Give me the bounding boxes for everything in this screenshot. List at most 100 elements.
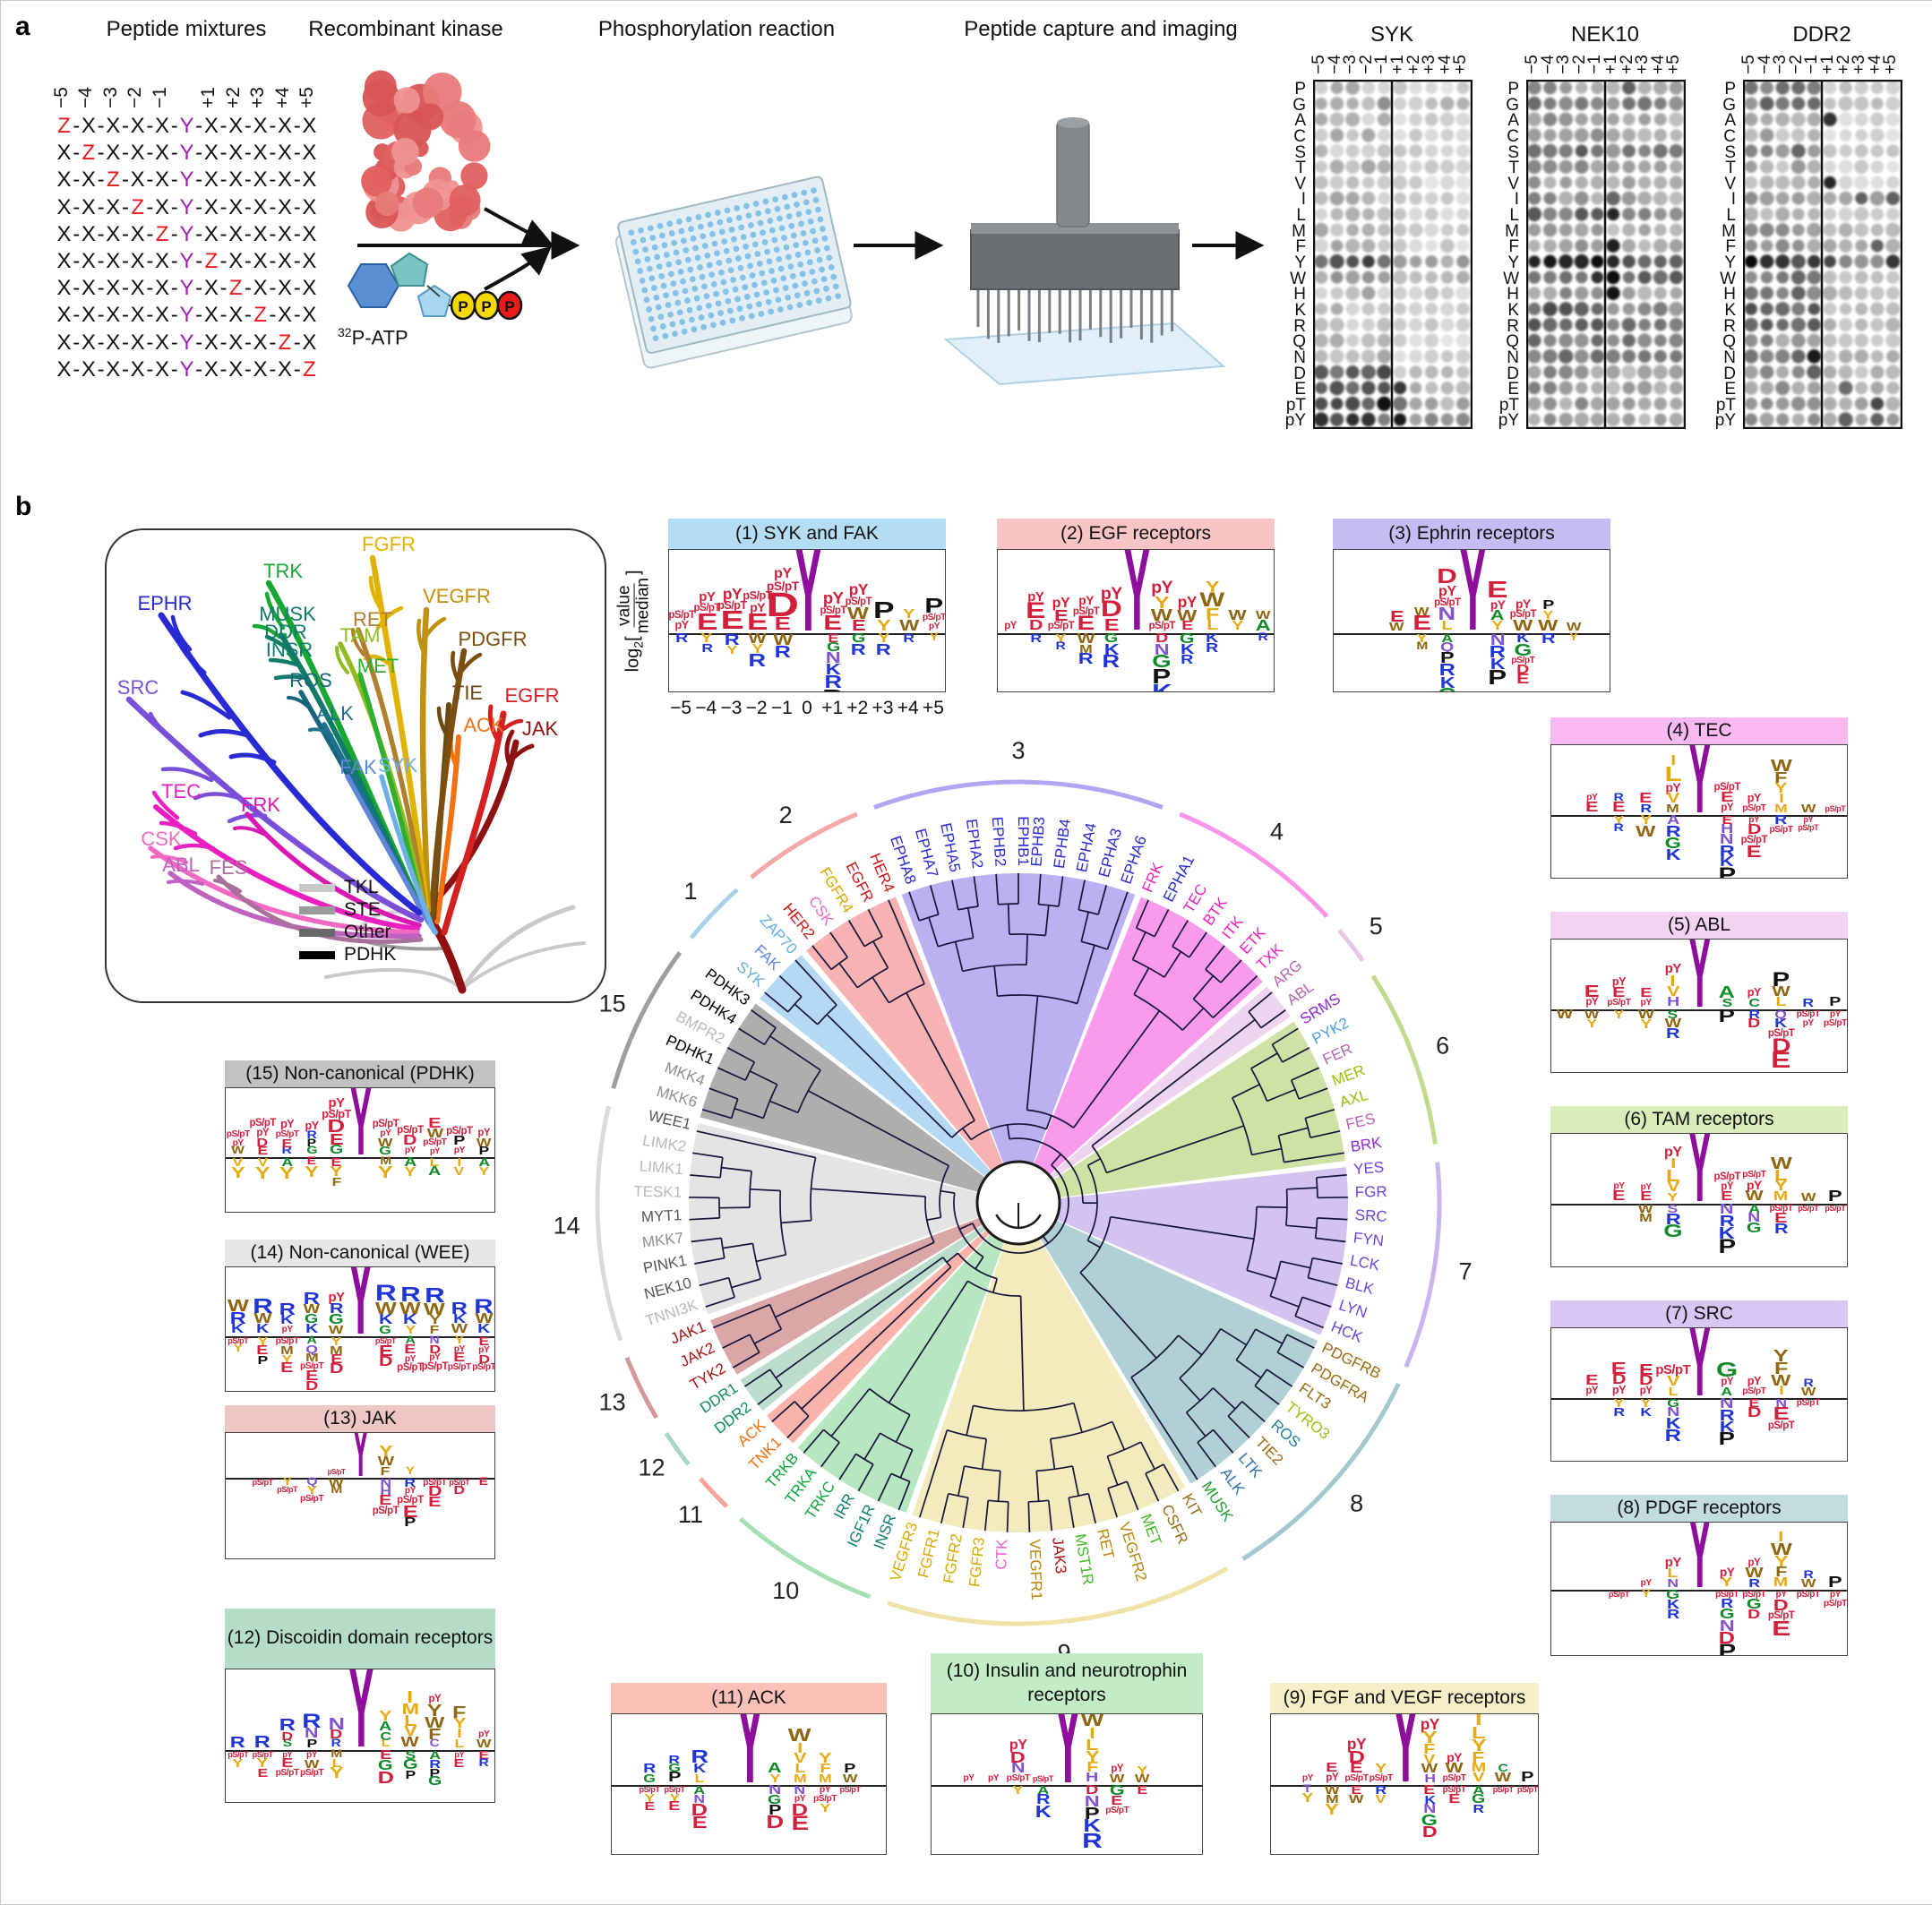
array-dot	[1591, 303, 1603, 315]
logo-letter: V	[1667, 794, 1679, 804]
array-dot	[1745, 160, 1757, 173]
array-dot	[1840, 129, 1852, 142]
array-dot	[1824, 303, 1837, 316]
array-dot	[1760, 128, 1774, 142]
group-number: 8	[1350, 1489, 1363, 1516]
logo-letter: pY	[823, 590, 844, 605]
array-dot	[1409, 144, 1422, 158]
logo-letter: Y	[1640, 1020, 1652, 1030]
array-dot	[1761, 334, 1773, 347]
array-dot	[1840, 303, 1852, 315]
logo-letter: W	[228, 1300, 249, 1312]
logo-letter: D	[330, 1364, 344, 1375]
array-dot	[1654, 113, 1667, 125]
array-dot	[1331, 208, 1344, 220]
logo-letter: Y	[1325, 1804, 1339, 1815]
logo-letter: R	[669, 1755, 681, 1764]
array-row-label: pY	[1270, 412, 1306, 429]
logo-letter: Y	[234, 1345, 243, 1353]
array-dot	[1543, 270, 1557, 284]
tree-family-label: TAM	[340, 624, 381, 647]
logo-letter: A	[1722, 1387, 1733, 1396]
logo-letter: pS/pT	[1824, 1019, 1847, 1028]
kinase-label: LIMK1	[639, 1157, 684, 1178]
array-dot	[1361, 128, 1375, 142]
logo-letter: R	[701, 644, 713, 653]
logo-letter: R	[405, 1479, 416, 1488]
tree-family-label: ALK	[316, 702, 354, 725]
logo-letter: pY	[1078, 595, 1094, 606]
array-dot	[1394, 129, 1406, 142]
central-Y-glyph: Y	[1688, 1327, 1713, 1398]
array-dot	[1637, 381, 1652, 395]
logo-letter: R	[675, 634, 688, 644]
array-dot	[1839, 192, 1852, 205]
central-Y-glyph: Y	[349, 1087, 372, 1157]
array-dot	[1855, 193, 1868, 205]
array-dot	[1361, 144, 1375, 158]
array-dot	[1744, 365, 1758, 380]
array-dot	[1776, 192, 1790, 205]
array-dot	[1607, 224, 1619, 236]
central-pY: Y	[1687, 1133, 1713, 1204]
array-dot	[1394, 223, 1407, 236]
logo-letter: G	[1438, 689, 1456, 692]
array-dot	[1315, 82, 1328, 95]
logo-letter: Y	[330, 1767, 344, 1779]
array-dot	[1823, 144, 1836, 158]
array-dot	[1807, 382, 1821, 395]
array-dot	[1745, 255, 1757, 268]
array-dot	[1441, 350, 1454, 363]
logo-letter: W	[1771, 759, 1792, 772]
array-dot	[1638, 255, 1652, 269]
logo-letter: Y	[820, 1804, 830, 1813]
central-pY: Y	[1687, 939, 1713, 1009]
logo-header: (7) SRC	[1550, 1300, 1848, 1327]
group-arc	[751, 814, 857, 878]
array-dot	[1791, 254, 1806, 269]
array-dot	[1394, 318, 1407, 331]
array-dot	[1393, 159, 1407, 174]
array-dot	[1622, 334, 1636, 348]
array-dot	[1543, 207, 1557, 220]
logo-letter: I	[1670, 975, 1677, 987]
logo-letter: F	[452, 1706, 467, 1719]
logo-header: (15) Non-canonical (PDHK)	[225, 1060, 495, 1087]
array-dot	[1807, 270, 1821, 285]
logo-letter: W	[1177, 610, 1197, 622]
array-dot	[1425, 113, 1438, 126]
array-dot	[1440, 302, 1455, 316]
logo-title: (1) SYK and FAK	[735, 522, 879, 545]
array-dot	[1669, 365, 1683, 380]
logo-letter: C	[1498, 1765, 1507, 1773]
array-dot	[1623, 303, 1636, 315]
dendrogram-line	[1008, 1502, 1009, 1532]
array-dot	[1440, 318, 1454, 331]
logo-letter: R	[475, 1300, 494, 1314]
logo-letter: G	[428, 1777, 442, 1787]
logo-letter: I	[407, 1691, 413, 1703]
array-dot	[1791, 159, 1806, 174]
tree-family-label: TIE	[452, 682, 483, 704]
logo-letter: pY	[1516, 598, 1531, 610]
array-dot	[1378, 144, 1392, 159]
array-dot	[1591, 208, 1603, 220]
array-dot	[1315, 382, 1327, 394]
logo-letter: R	[279, 1719, 295, 1731]
logo-letter: Y	[930, 634, 939, 642]
logo-letter: E	[282, 1139, 293, 1148]
logo-letter: E	[479, 1479, 488, 1487]
logo-letter: Y	[404, 1168, 416, 1178]
array-dot	[1331, 82, 1344, 94]
logo-letter: R	[1206, 644, 1218, 654]
array-dot	[1456, 192, 1470, 205]
array-dot	[1315, 113, 1328, 126]
array-dot	[1591, 349, 1604, 363]
logo-letter: D	[1437, 569, 1457, 584]
array-dot	[1776, 287, 1789, 299]
kinase-label: LCK	[1349, 1252, 1382, 1274]
logo-header: (11) ACK	[611, 1683, 887, 1713]
array-dot	[1638, 350, 1652, 364]
